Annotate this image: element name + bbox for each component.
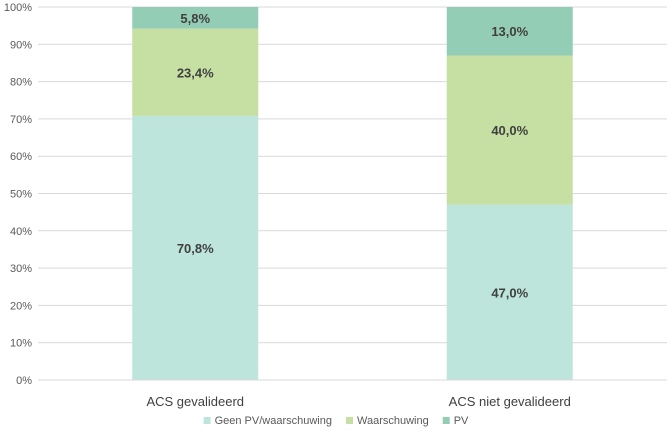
y-tick-label: 70% [10, 114, 32, 126]
bar-segment [446, 204, 573, 380]
data-label: 40,0% [491, 123, 528, 138]
data-label: 70,8% [177, 241, 214, 256]
bar-segment [132, 7, 259, 29]
y-tick-label: 60% [10, 151, 32, 163]
y-tick-label: 90% [10, 39, 32, 51]
legend-label: Waarschuwing [357, 415, 429, 427]
y-tick-label: 80% [10, 77, 32, 89]
x-axis: ACS gevalideerd ACS niet gevalideerd [38, 379, 667, 409]
legend-item: Geen PV/waarschuwing [203, 415, 332, 427]
legend-swatch [345, 417, 353, 424]
y-tick-label: 100% [4, 2, 32, 14]
y-tick-label: 0% [16, 375, 32, 387]
legend-swatch [203, 417, 211, 424]
bars: 70,8% 23,4% 5,8% 47,0% 40,0% 13,0% [132, 7, 573, 380]
y-tick-label: 10% [10, 338, 32, 350]
bar-segment [132, 28, 259, 116]
x-category-label: ACS gevalideerd [146, 394, 244, 409]
bar-segment [132, 115, 259, 380]
data-label: 13,0% [491, 24, 528, 39]
y-tick-label: 40% [10, 226, 32, 238]
data-label: 47,0% [491, 285, 528, 300]
y-tick-label: 20% [10, 300, 32, 312]
legend-swatch [442, 417, 450, 424]
y-tick-label: 30% [10, 263, 32, 275]
legend-item: Waarschuwing [345, 415, 429, 427]
data-label: 5,8% [180, 11, 210, 26]
legend-label: PV [454, 415, 469, 427]
y-tick-label: 50% [10, 189, 32, 201]
bar-segment [446, 55, 573, 205]
data-label: 23,4% [177, 65, 214, 80]
x-category-label: ACS niet gevalideerd [449, 394, 571, 409]
bar-segment [446, 7, 573, 56]
y-axis: 0% 10% 20% 30% 40% 50% 60% 70% 80% 90% 100% [4, 2, 32, 387]
legend: Geen PV/waarschuwing Waarschuwing PV [203, 415, 469, 427]
legend-item: PV [442, 415, 469, 427]
legend-label: Geen PV/waarschuwing [215, 415, 332, 427]
